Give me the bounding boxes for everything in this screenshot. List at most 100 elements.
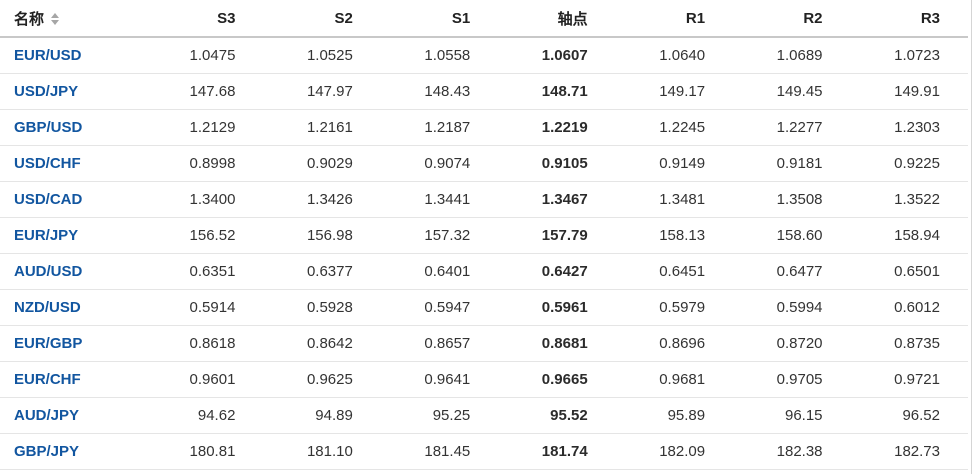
cell-r1: 0.9681 xyxy=(615,361,734,398)
cell-s3: 1.2129 xyxy=(146,109,264,146)
cell-pivot: 0.5961 xyxy=(498,289,616,326)
pair-link[interactable]: GBP/JPY xyxy=(14,442,80,460)
cell-pivot: 1.0607 xyxy=(498,37,616,74)
pair-link[interactable]: USD/JPY xyxy=(14,82,79,100)
cell-r3: 1.0723 xyxy=(850,37,968,74)
table-row: EUR/GBP 0.8618 0.8642 0.8657 0.8681 0.8696 0.8… xyxy=(0,325,968,362)
column-header-r1: R1 xyxy=(615,0,734,38)
pair-link[interactable]: AUD/USD xyxy=(14,262,83,280)
cell-r3: 0.6012 xyxy=(850,289,968,326)
cell-r2: 0.8720 xyxy=(733,325,851,362)
cell-s1: 181.45 xyxy=(380,433,499,470)
cell-r2: 0.9181 xyxy=(733,145,851,182)
cell-pivot: 0.9665 xyxy=(498,361,616,398)
pair-link[interactable]: EUR/JPY xyxy=(14,226,79,244)
column-header-label: R2 xyxy=(803,9,823,27)
pair-name-cell: USD/CAD xyxy=(0,181,146,218)
cell-s2: 94.89 xyxy=(263,397,381,434)
cell-pivot: 95.52 xyxy=(498,397,616,434)
cell-r2: 149.45 xyxy=(733,73,851,110)
column-header-s1: S1 xyxy=(380,0,499,38)
pair-link[interactable]: EUR/GBP xyxy=(14,334,83,352)
sort-down-arrow-icon xyxy=(51,19,60,25)
cell-r1: 1.0640 xyxy=(615,37,734,74)
cell-s1: 1.2187 xyxy=(380,109,499,146)
pair-name-cell: AUD/USD xyxy=(0,253,146,290)
sort-arrows-icon[interactable] xyxy=(51,12,60,25)
pair-name-cell: AUD/JPY xyxy=(0,397,146,434)
cell-r1: 0.5979 xyxy=(615,289,734,326)
column-header-s3: S3 xyxy=(146,0,264,38)
pair-link[interactable]: AUD/JPY xyxy=(14,406,80,424)
cell-s3: 0.8618 xyxy=(146,325,264,362)
cell-s1: 0.8657 xyxy=(380,325,499,362)
cell-s2: 0.5928 xyxy=(263,289,381,326)
cell-pivot: 1.3467 xyxy=(498,181,616,218)
column-header-label: S2 xyxy=(334,9,353,27)
table-header-row: 名称 S3 S2 S1 轴点 R1 R2 R3 xyxy=(0,0,968,38)
cell-s1: 0.6401 xyxy=(380,253,499,290)
cell-pivot: 157.79 xyxy=(498,217,616,254)
pair-name-cell: EUR/GBP xyxy=(0,325,146,362)
cell-s3: 0.9601 xyxy=(146,361,264,398)
cell-s2: 0.8642 xyxy=(263,325,381,362)
column-header-label: 名称 xyxy=(14,10,45,28)
cell-s1: 0.9074 xyxy=(380,145,499,182)
column-header-label: S3 xyxy=(217,9,236,27)
table-row: USD/CAD 1.3400 1.3426 1.3441 1.3467 1.3481 1.3… xyxy=(0,181,968,218)
cell-r1: 1.2245 xyxy=(615,109,734,146)
cell-r1: 0.9149 xyxy=(615,145,734,182)
cell-s2: 0.9625 xyxy=(263,361,381,398)
column-header-r2: R2 xyxy=(733,0,851,38)
cell-r2: 1.3508 xyxy=(733,181,851,218)
cell-s3: 147.68 xyxy=(146,73,264,110)
pair-link[interactable]: EUR/USD xyxy=(14,46,82,64)
cell-s1: 1.0558 xyxy=(380,37,499,74)
cell-s1: 148.43 xyxy=(380,73,499,110)
cell-s2: 1.3426 xyxy=(263,181,381,218)
cell-r3: 182.73 xyxy=(850,433,968,470)
pair-link[interactable]: USD/CHF xyxy=(14,154,81,172)
cell-s2: 1.2161 xyxy=(263,109,381,146)
pair-link[interactable]: USD/CAD xyxy=(14,190,83,208)
table-row: EUR/CHF 0.9601 0.9625 0.9641 0.9665 0.9681 0.9… xyxy=(0,361,968,398)
column-header-label: R1 xyxy=(685,9,706,27)
cell-r3: 0.6501 xyxy=(850,253,968,290)
pair-name-cell: EUR/JPY xyxy=(0,217,146,254)
cell-r1: 0.8696 xyxy=(615,325,734,362)
table-header: 名称 S3 S2 S1 轴点 R1 R2 R3 xyxy=(0,0,968,38)
table-row: AUD/USD 0.6351 0.6377 0.6401 0.6427 0.6451 0.6… xyxy=(0,253,968,290)
cell-s1: 1.3441 xyxy=(380,181,499,218)
cell-s3: 1.3400 xyxy=(146,181,264,218)
table-row: NZD/USD 0.5914 0.5928 0.5947 0.5961 0.5979 0.5… xyxy=(0,289,968,326)
cell-r3: 0.8735 xyxy=(850,325,968,362)
cell-r3: 149.91 xyxy=(850,73,968,110)
column-header-label: R3 xyxy=(920,9,940,27)
pair-name-cell: USD/JPY xyxy=(0,73,146,110)
table-row: EUR/JPY 156.52 156.98 157.32 157.79 158.13 158… xyxy=(0,217,968,254)
cell-r1: 95.89 xyxy=(615,397,734,434)
cell-r3: 1.3522 xyxy=(850,181,968,218)
table-row: EUR/USD 1.0475 1.0525 1.0558 1.0607 1.0640 1.0… xyxy=(0,37,968,74)
cell-r1: 158.13 xyxy=(615,217,734,254)
cell-s3: 94.62 xyxy=(146,397,264,434)
cell-r2: 1.0689 xyxy=(733,37,851,74)
cell-s2: 0.6377 xyxy=(263,253,381,290)
cell-s1: 157.32 xyxy=(380,217,499,254)
cell-pivot: 181.74 xyxy=(498,433,616,470)
cell-pivot: 1.2219 xyxy=(498,109,616,146)
cell-r3: 96.52 xyxy=(850,397,968,434)
column-header-name[interactable]: 名称 xyxy=(0,0,146,38)
table-row: USD/JPY 147.68 147.97 148.43 148.71 149.17 149… xyxy=(0,73,968,110)
sort-up-arrow-icon xyxy=(51,12,60,18)
pair-name-cell: NZD/USD xyxy=(0,289,146,326)
pair-link[interactable]: NZD/USD xyxy=(14,298,81,316)
column-header-s2: S2 xyxy=(263,0,381,38)
cell-s1: 0.9641 xyxy=(380,361,499,398)
pair-link[interactable]: GBP/USD xyxy=(14,118,83,136)
cell-r1: 182.09 xyxy=(615,433,734,470)
pair-link[interactable]: EUR/CHF xyxy=(14,370,81,388)
cell-s3: 1.0475 xyxy=(146,37,264,74)
